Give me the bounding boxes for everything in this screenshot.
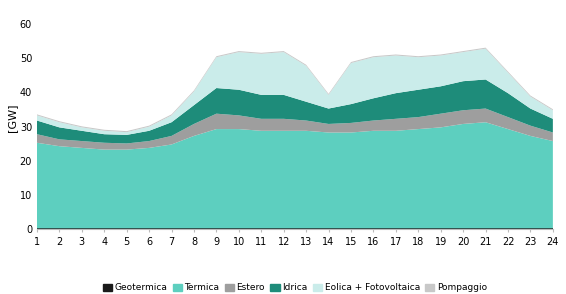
Legend: Geotermica, Termica, Estero, Idrica, Eolica + Fotovoltaica, Pompaggio: Geotermica, Termica, Estero, Idrica, Eol… (99, 280, 491, 294)
Y-axis label: [GW]: [GW] (7, 104, 17, 132)
